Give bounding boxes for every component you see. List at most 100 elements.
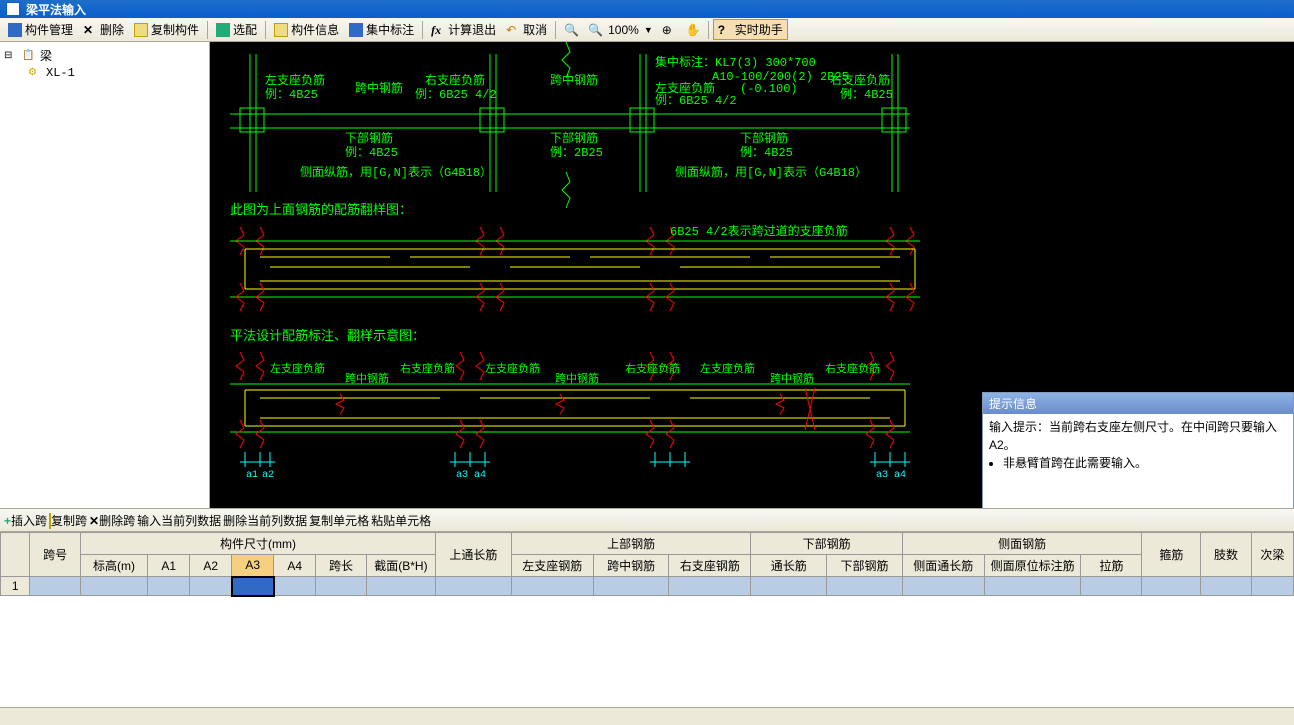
select-match-button[interactable]: 选配 <box>212 19 261 40</box>
col-tie[interactable]: 拉筋 <box>1081 555 1142 577</box>
paste-cell-button[interactable]: 粘贴单元格 <box>371 512 431 529</box>
hand-icon: ✋ <box>686 23 700 37</box>
cell-secondary[interactable] <box>1251 577 1293 596</box>
cancel-button[interactable]: ↶取消 <box>502 19 551 40</box>
col-elevation[interactable]: 标高(m) <box>80 555 147 577</box>
cell-side-through[interactable] <box>902 577 984 596</box>
pan-button[interactable]: ✋ <box>682 21 704 39</box>
grid-header-row2: 标高(m) A1 A2 A3 A4 跨长 截面(B*H) 左支座钢筋 跨中钢筋 … <box>1 555 1294 577</box>
cell-span-no[interactable] <box>30 577 80 596</box>
label-mid-span1: 跨中钢筋 <box>355 80 403 96</box>
zoom-dropdown[interactable]: ▼ <box>644 25 653 35</box>
cell-side-insitu[interactable] <box>984 577 1081 596</box>
delete-icon: ✕ <box>83 23 97 37</box>
annotation-icon <box>349 23 363 37</box>
zoom-out-button[interactable]: 🔍 <box>584 21 606 39</box>
dim-a3l: a3 <box>456 470 468 481</box>
component-tree: ⊟ 📋 梁 ⚙ XL-1 <box>0 42 210 508</box>
input-current-col-button[interactable]: 输入当前列数据 <box>137 512 221 529</box>
col-a2[interactable]: A2 <box>190 555 232 577</box>
col-a1[interactable]: A1 <box>148 555 190 577</box>
component-manage-button[interactable]: 构件管理 <box>4 19 77 40</box>
copy-component-button[interactable]: 复制构件 <box>130 19 203 40</box>
copy-cell-button[interactable]: 复制单元格 <box>309 512 369 529</box>
tree-root-beam[interactable]: ⊟ 📋 梁 <box>4 46 205 65</box>
colgroup-size[interactable]: 构件尺寸(mm) <box>80 533 435 555</box>
col-side-insitu[interactable]: 侧面原位标注筋 <box>984 555 1081 577</box>
calculate-exit-button[interactable]: fx计算退出 <box>427 19 500 40</box>
col-limb[interactable]: 肢数 <box>1201 533 1251 577</box>
delete-icon: ✕ <box>89 514 99 528</box>
colgroup-top-rebar[interactable]: 上部钢筋 <box>511 533 751 555</box>
cell-bot-through[interactable] <box>751 577 827 596</box>
cell-bot-rebar[interactable] <box>827 577 903 596</box>
btn-label: 实时助手 <box>735 21 783 38</box>
cell-stirrup[interactable] <box>1142 577 1201 596</box>
btn-label: 输入当前列数据 <box>137 514 221 528</box>
cell-top-through[interactable] <box>436 577 512 596</box>
insert-span-button[interactable]: +插入跨 <box>4 512 47 529</box>
cell-limb[interactable] <box>1201 577 1251 596</box>
col-right-support-rebar[interactable]: 右支座钢筋 <box>669 555 751 577</box>
cell-right-support[interactable] <box>669 577 751 596</box>
cell-section[interactable] <box>366 577 435 596</box>
cad-canvas[interactable]: 左支座负筋 例：4B25 跨中钢筋 右支座负筋 例：6B25 4/2 跨中钢筋 … <box>210 42 1294 508</box>
col-bot-rebar[interactable]: 下部钢筋 <box>827 555 903 577</box>
s3-r3: 右支座负筋 <box>825 361 880 376</box>
tree-item-xl1[interactable]: ⚙ XL-1 <box>4 65 205 81</box>
cell-span-len[interactable] <box>316 577 366 596</box>
zoom-in-button[interactable]: 🔍 <box>560 21 582 39</box>
label-bot2b: 例：2B25 <box>550 145 603 160</box>
hint-title: 提示信息 <box>983 393 1293 414</box>
minus-icon[interactable]: ⊟ <box>4 50 18 62</box>
cell-a4[interactable] <box>274 577 316 596</box>
zoom-in-icon: 🔍 <box>564 23 578 37</box>
delete-span-button[interactable]: ✕删除跨 <box>89 512 135 529</box>
data-grid[interactable]: 跨号 构件尺寸(mm) 上通长筋 上部钢筋 下部钢筋 侧面钢筋 箍筋 肢数 次梁… <box>0 532 1294 597</box>
copy-icon <box>134 23 148 37</box>
delete-button[interactable]: ✕删除 <box>79 19 128 40</box>
fx-icon: fx <box>431 23 445 37</box>
col-span-no[interactable]: 跨号 <box>30 533 80 577</box>
col-a4[interactable]: A4 <box>274 555 316 577</box>
gear-icon: ⚙ <box>28 67 42 79</box>
realtime-helper-button[interactable]: ?实时助手 <box>713 19 788 40</box>
col-left-support-rebar[interactable]: 左支座钢筋 <box>511 555 593 577</box>
zoom-fit-button[interactable]: ⊕ <box>658 21 680 39</box>
cell-a2[interactable] <box>190 577 232 596</box>
s3-l3: 左支座负筋 <box>700 361 755 376</box>
component-info-button[interactable]: 构件信息 <box>270 19 343 40</box>
col-a3[interactable]: A3 <box>232 555 274 577</box>
btn-label: 删除跨 <box>99 514 135 528</box>
cell-mid[interactable] <box>593 577 669 596</box>
centralized-annotation-button[interactable]: 集中标注 <box>345 19 418 40</box>
col-span-len[interactable]: 跨长 <box>316 555 366 577</box>
colgroup-side-rebar[interactable]: 侧面钢筋 <box>902 533 1142 555</box>
col-secondary[interactable]: 次梁 <box>1251 533 1293 577</box>
label-bot3b: 例：4B25 <box>740 145 793 160</box>
colgroup-bot-rebar[interactable]: 下部钢筋 <box>751 533 902 555</box>
col-section[interactable]: 截面(B*H) <box>366 555 435 577</box>
col-side-through[interactable]: 侧面通长筋 <box>902 555 984 577</box>
hint-line1: 输入提示：当前跨右支座左侧尺寸。在中间跨只要输入A2。 <box>989 420 1277 452</box>
col-through-rebar[interactable]: 通长筋 <box>751 555 827 577</box>
hint-panel: 提示信息 输入提示：当前跨右支座左侧尺寸。在中间跨只要输入A2。 非悬臂首跨在此… <box>982 392 1294 508</box>
grid-row-1[interactable]: 1 <box>1 577 1294 596</box>
delete-current-col-button[interactable]: 删除当前列数据 <box>223 512 307 529</box>
col-top-through[interactable]: 上通长筋 <box>436 533 512 577</box>
cell-left-support[interactable] <box>511 577 593 596</box>
col-mid-rebar[interactable]: 跨中钢筋 <box>593 555 669 577</box>
cell-elevation[interactable] <box>80 577 147 596</box>
row-number[interactable]: 1 <box>1 577 30 596</box>
cell-tie[interactable] <box>1081 577 1142 596</box>
btn-label: 删除 <box>100 21 124 38</box>
hint-body: 输入提示：当前跨右支座左侧尺寸。在中间跨只要输入A2。 非悬臂首跨在此需要输入。 <box>983 414 1293 508</box>
cell-a3-selected[interactable] <box>232 577 274 596</box>
copy-span-button[interactable]: 复制跨 <box>49 512 87 529</box>
label-conc1: 集中标注：KL7(3) 300*700 <box>655 54 816 70</box>
btn-label: 集中标注 <box>366 21 414 38</box>
hint-line2: 非悬臂首跨在此需要输入。 <box>1003 454 1287 472</box>
col-stirrup[interactable]: 箍筋 <box>1142 533 1201 577</box>
label-bot3: 下部钢筋 <box>740 130 788 146</box>
cell-a1[interactable] <box>148 577 190 596</box>
